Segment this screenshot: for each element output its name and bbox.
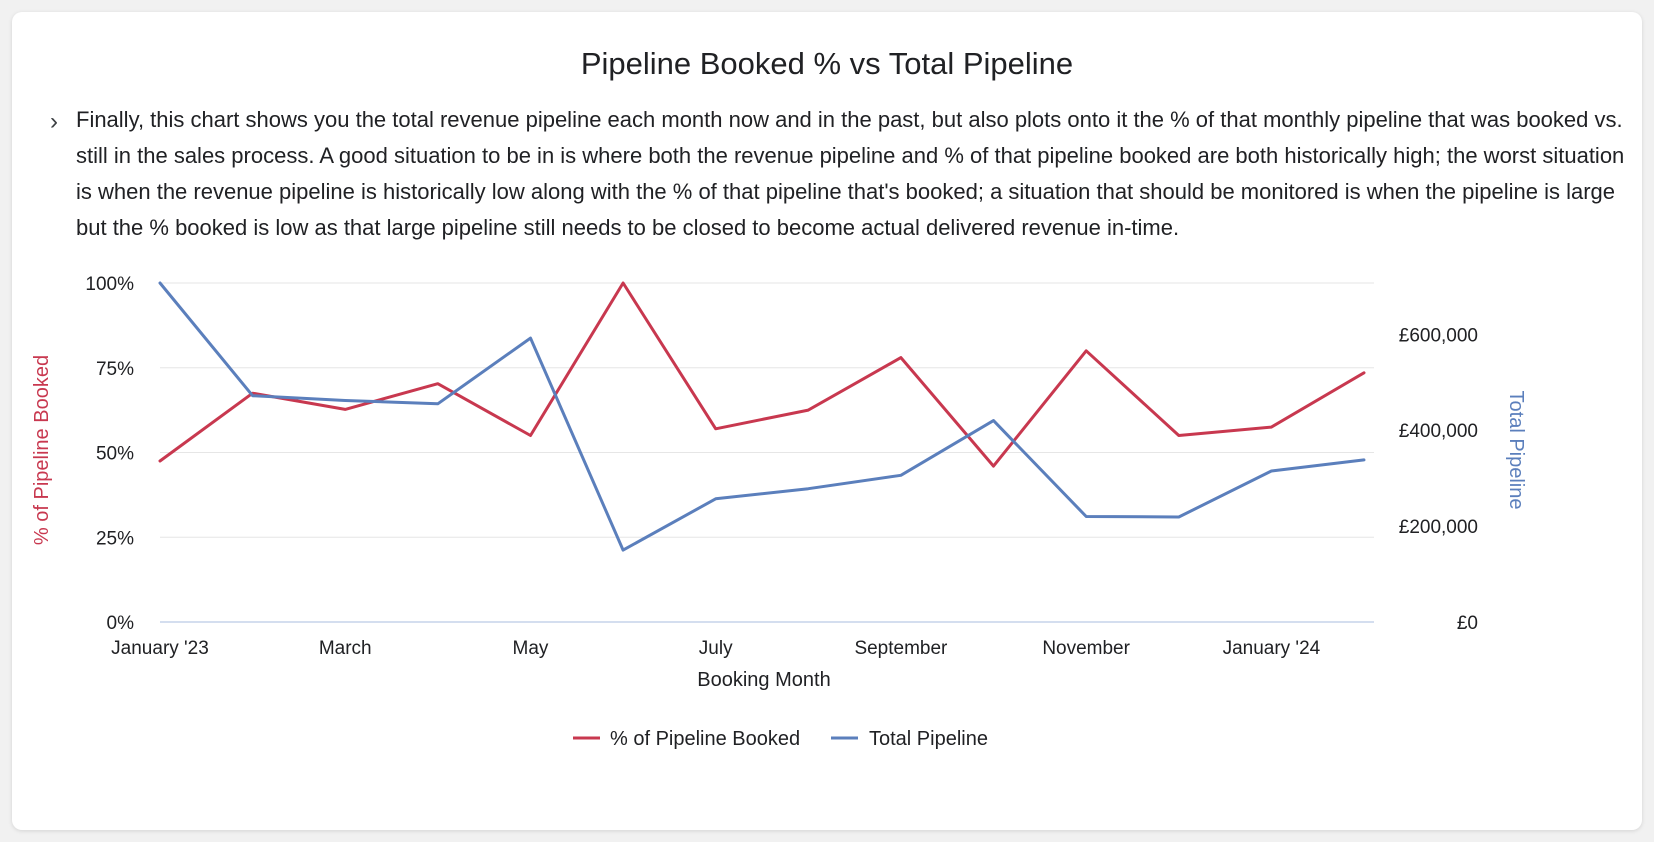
data-point-pipeline[interactable] xyxy=(435,401,441,407)
x-tick-label: March xyxy=(319,638,372,659)
data-point-booked[interactable] xyxy=(1268,424,1274,430)
x-tick-label: September xyxy=(854,638,948,659)
data-point-pipeline[interactable] xyxy=(342,397,348,403)
series-line-pipeline[interactable] xyxy=(158,281,1366,552)
x-axis: January '23 March May July September November… xyxy=(111,638,1320,659)
legend-item-booked[interactable]: % of Pipeline Booked xyxy=(573,728,800,750)
y-right-tick-label: £200,000 xyxy=(1399,517,1478,538)
data-point-pipeline[interactable] xyxy=(157,280,163,286)
data-point-booked[interactable] xyxy=(435,381,441,387)
y-axis-left-title: % of Pipeline Booked xyxy=(31,355,53,545)
data-point-booked[interactable] xyxy=(157,458,163,464)
x-tick-label: May xyxy=(513,638,549,659)
data-point-pipeline[interactable] xyxy=(1083,514,1089,520)
data-point-booked[interactable] xyxy=(805,407,811,413)
data-point-pipeline[interactable] xyxy=(898,472,904,478)
data-point-booked[interactable] xyxy=(991,463,997,469)
y-right-tick-label: £600,000 xyxy=(1399,325,1478,346)
x-tick-label: July xyxy=(699,638,733,659)
data-point-pipeline[interactable] xyxy=(713,496,719,502)
data-point-booked[interactable] xyxy=(620,280,626,286)
data-point-pipeline[interactable] xyxy=(527,335,533,341)
y-left-tick-label: 50% xyxy=(96,444,134,465)
data-point-pipeline[interactable] xyxy=(1176,514,1182,520)
data-point-booked[interactable] xyxy=(1176,433,1182,439)
y-right-tick-label: £400,000 xyxy=(1399,421,1478,442)
dual-axis-line-chart: 0% 25% 50% 75% 100% £0 £200,000 £400,000 £600,0… xyxy=(31,274,1527,750)
data-point-booked[interactable] xyxy=(1361,370,1367,376)
data-point-booked[interactable] xyxy=(898,355,904,361)
series-line-booked[interactable] xyxy=(158,281,1366,468)
chart-description: Finally, this chart shows you the total … xyxy=(76,107,1625,240)
y-axis-right-title: Total Pipeline xyxy=(1505,391,1527,510)
y-left-tick-label: 0% xyxy=(107,613,135,634)
data-point-booked[interactable] xyxy=(1083,348,1089,354)
data-point-pipeline[interactable] xyxy=(1361,457,1367,463)
y-left-tick-label: 75% xyxy=(96,359,134,380)
data-point-booked[interactable] xyxy=(527,433,533,439)
data-point-booked[interactable] xyxy=(713,426,719,432)
legend-item-pipeline[interactable]: Total Pipeline xyxy=(831,728,988,750)
series-lines xyxy=(157,280,1367,553)
right-y-axis: £0 £200,000 £400,000 £600,000 xyxy=(1399,325,1478,634)
chart-card: Pipeline Booked % vs Total Pipeline › Fi… xyxy=(12,12,1642,830)
data-point-pipeline[interactable] xyxy=(620,547,626,553)
gridlines xyxy=(160,282,1374,623)
x-axis-title: Booking Month xyxy=(697,669,830,691)
y-left-tick-label: 25% xyxy=(96,528,134,549)
left-y-axis: 0% 25% 50% 75% 100% xyxy=(85,274,134,634)
data-point-pipeline[interactable] xyxy=(805,486,811,492)
x-tick-label: January '23 xyxy=(111,638,209,659)
y-right-tick-label: £0 xyxy=(1457,613,1478,634)
data-point-pipeline[interactable] xyxy=(1268,468,1274,474)
chevron-right-icon[interactable]: › xyxy=(50,108,58,135)
y-left-tick-label: 100% xyxy=(85,274,134,295)
x-tick-label: November xyxy=(1042,638,1130,659)
x-tick-label: January '24 xyxy=(1223,638,1321,659)
chart-title: Pipeline Booked % vs Total Pipeline xyxy=(580,46,1074,81)
data-point-pipeline[interactable] xyxy=(991,418,997,424)
legend: % of Pipeline Booked Total Pipeline xyxy=(573,728,988,750)
legend-label-booked: % of Pipeline Booked xyxy=(610,728,800,750)
legend-label-pipeline: Total Pipeline xyxy=(869,728,988,750)
data-point-pipeline[interactable] xyxy=(250,393,256,399)
data-point-booked[interactable] xyxy=(342,406,348,412)
